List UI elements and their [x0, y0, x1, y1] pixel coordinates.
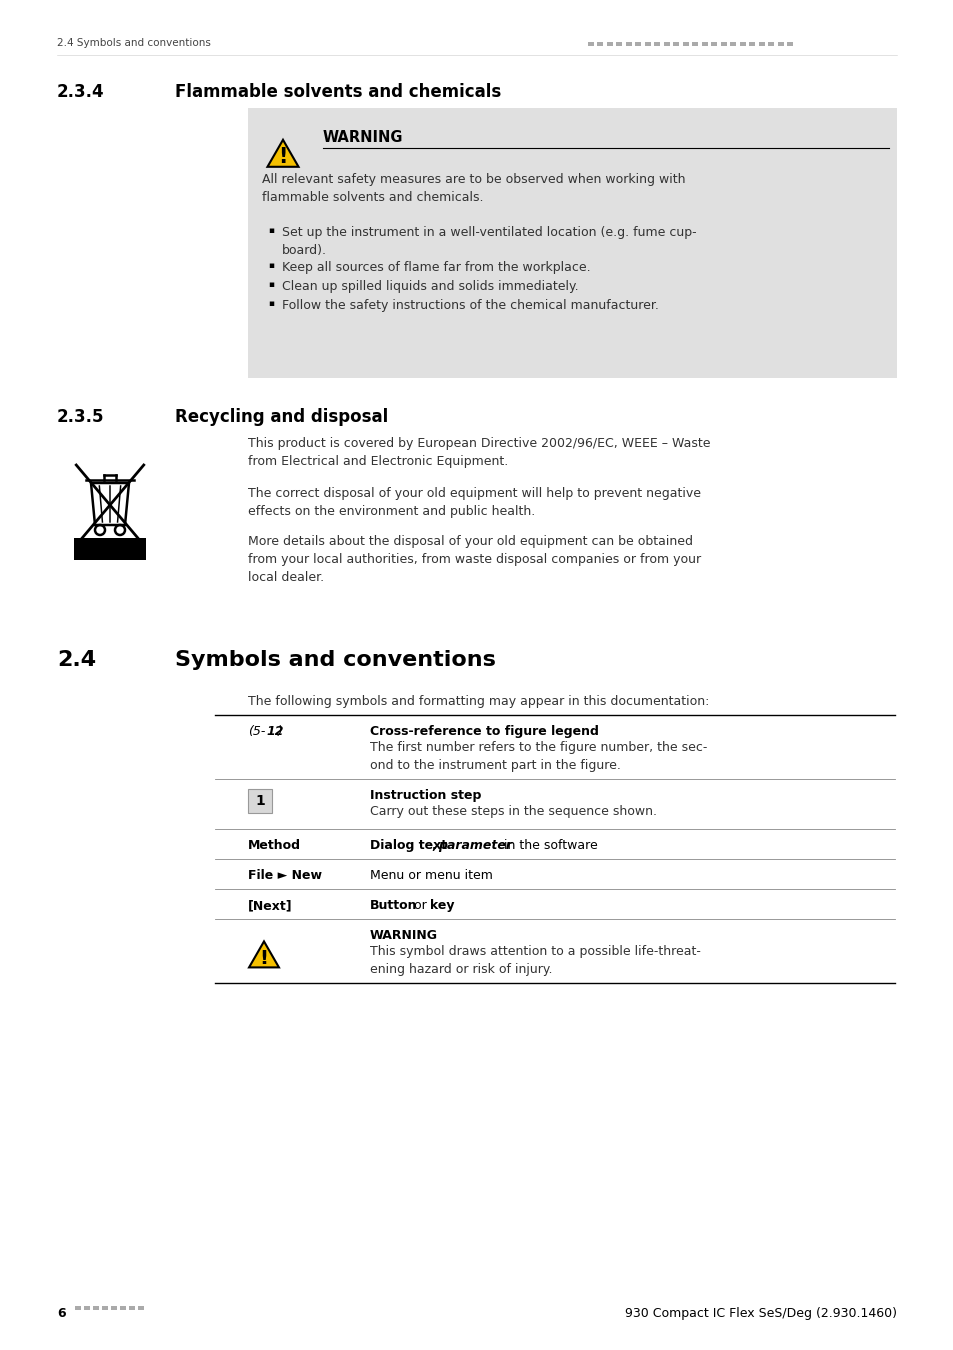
- FancyBboxPatch shape: [616, 42, 622, 46]
- FancyBboxPatch shape: [682, 42, 688, 46]
- Text: ): ): [277, 725, 283, 738]
- Text: Symbols and conventions: Symbols and conventions: [174, 649, 496, 670]
- Text: Cross-reference to figure legend: Cross-reference to figure legend: [370, 725, 598, 738]
- Text: The correct disposal of your old equipment will help to prevent negative
effects: The correct disposal of your old equipme…: [248, 487, 700, 518]
- FancyBboxPatch shape: [129, 1305, 135, 1310]
- Text: File ► New: File ► New: [248, 869, 322, 882]
- FancyBboxPatch shape: [248, 108, 896, 378]
- Text: Recycling and disposal: Recycling and disposal: [174, 408, 388, 427]
- Text: 930 Compact IC Flex SeS/Deg (2.930.1460): 930 Compact IC Flex SeS/Deg (2.930.1460): [624, 1307, 896, 1320]
- FancyBboxPatch shape: [654, 42, 659, 46]
- FancyBboxPatch shape: [720, 42, 726, 46]
- Text: !: !: [259, 949, 268, 968]
- Text: Button: Button: [370, 899, 417, 913]
- Text: Flammable solvents and chemicals: Flammable solvents and chemicals: [174, 82, 500, 101]
- Text: 2.4: 2.4: [57, 649, 96, 670]
- FancyBboxPatch shape: [759, 42, 764, 46]
- FancyBboxPatch shape: [75, 1305, 81, 1310]
- FancyBboxPatch shape: [740, 42, 745, 46]
- Text: Set up the instrument in a well-ventilated location (e.g. fume cup-
board).: Set up the instrument in a well-ventilat…: [282, 225, 696, 256]
- Text: This symbol draws attention to a possible life-threat-
ening hazard or risk of i: This symbol draws attention to a possibl…: [370, 945, 700, 976]
- FancyBboxPatch shape: [84, 1305, 90, 1310]
- Text: Method: Method: [248, 838, 301, 852]
- FancyBboxPatch shape: [644, 42, 650, 46]
- Text: This product is covered by European Directive 2002/96/EC, WEEE – Waste
from Elec: This product is covered by European Dire…: [248, 437, 710, 468]
- FancyBboxPatch shape: [120, 1305, 126, 1310]
- Text: [Next]: [Next]: [248, 899, 293, 913]
- Text: WARNING: WARNING: [370, 929, 437, 942]
- Text: key: key: [430, 899, 454, 913]
- Text: ,: ,: [431, 838, 436, 852]
- Text: ▪: ▪: [268, 298, 274, 308]
- FancyBboxPatch shape: [587, 42, 594, 46]
- Text: Keep all sources of flame far from the workplace.: Keep all sources of flame far from the w…: [282, 261, 590, 274]
- Polygon shape: [267, 140, 298, 167]
- Text: The first number refers to the figure number, the sec-
ond to the instrument par: The first number refers to the figure nu…: [370, 741, 706, 772]
- FancyBboxPatch shape: [597, 42, 603, 46]
- Text: More details about the disposal of your old equipment can be obtained
from your : More details about the disposal of your …: [248, 535, 700, 585]
- FancyBboxPatch shape: [749, 42, 755, 46]
- Text: ▪: ▪: [268, 225, 274, 235]
- FancyBboxPatch shape: [248, 788, 272, 813]
- Text: 12: 12: [266, 725, 283, 738]
- Text: in the software: in the software: [499, 838, 598, 852]
- Text: (5-: (5-: [248, 725, 265, 738]
- Text: ▪: ▪: [268, 261, 274, 270]
- FancyBboxPatch shape: [102, 1305, 108, 1310]
- FancyBboxPatch shape: [606, 42, 613, 46]
- Text: WARNING: WARNING: [323, 130, 403, 144]
- FancyBboxPatch shape: [673, 42, 679, 46]
- Text: Carry out these steps in the sequence shown.: Carry out these steps in the sequence sh…: [370, 805, 657, 818]
- Text: Menu or menu item: Menu or menu item: [370, 869, 493, 882]
- Text: 1: 1: [254, 794, 265, 809]
- Text: Follow the safety instructions of the chemical manufacturer.: Follow the safety instructions of the ch…: [282, 298, 659, 312]
- FancyBboxPatch shape: [778, 42, 783, 46]
- FancyBboxPatch shape: [74, 539, 146, 560]
- Text: 2.3.4: 2.3.4: [57, 82, 105, 101]
- FancyBboxPatch shape: [730, 42, 736, 46]
- FancyBboxPatch shape: [786, 42, 793, 46]
- FancyBboxPatch shape: [701, 42, 707, 46]
- FancyBboxPatch shape: [138, 1305, 144, 1310]
- FancyBboxPatch shape: [692, 42, 698, 46]
- Text: Instruction step: Instruction step: [370, 788, 481, 802]
- FancyBboxPatch shape: [635, 42, 640, 46]
- Text: !: !: [278, 147, 288, 167]
- Polygon shape: [249, 941, 278, 968]
- Text: 2.4 Symbols and conventions: 2.4 Symbols and conventions: [57, 38, 211, 49]
- Text: ▪: ▪: [268, 279, 274, 289]
- Text: parameter: parameter: [437, 838, 512, 852]
- FancyBboxPatch shape: [625, 42, 631, 46]
- FancyBboxPatch shape: [768, 42, 774, 46]
- FancyBboxPatch shape: [663, 42, 669, 46]
- Text: Dialog text: Dialog text: [370, 838, 447, 852]
- Text: All relevant safety measures are to be observed when working with
flammable solv: All relevant safety measures are to be o…: [262, 173, 685, 204]
- Text: Clean up spilled liquids and solids immediately.: Clean up spilled liquids and solids imme…: [282, 279, 578, 293]
- Text: or: or: [410, 899, 431, 913]
- Text: 6: 6: [57, 1307, 66, 1320]
- FancyBboxPatch shape: [111, 1305, 117, 1310]
- FancyBboxPatch shape: [92, 1305, 99, 1310]
- Text: 2.3.5: 2.3.5: [57, 408, 105, 427]
- FancyBboxPatch shape: [711, 42, 717, 46]
- Text: The following symbols and formatting may appear in this documentation:: The following symbols and formatting may…: [248, 695, 709, 707]
